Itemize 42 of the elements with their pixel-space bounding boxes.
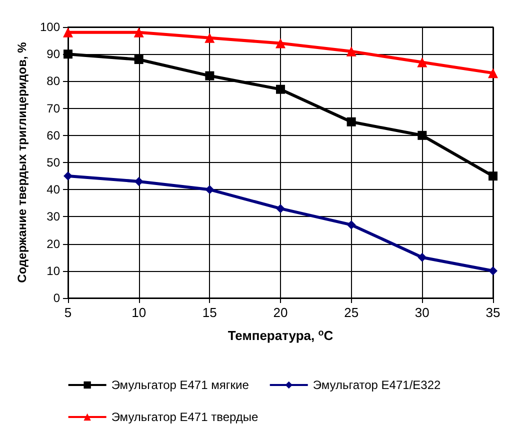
y-tick-label: 90: [46, 47, 60, 62]
x-tick-label: 35: [486, 305, 500, 320]
point: [134, 55, 144, 64]
point: [276, 84, 285, 94]
point: [63, 27, 73, 38]
point: [418, 130, 427, 140]
point: [417, 57, 428, 68]
x-tick-label: 20: [273, 305, 288, 320]
point: [418, 252, 427, 262]
y-tick-label: 100: [40, 20, 60, 34]
y-tick-label: 10: [46, 264, 60, 278]
legend-label: Эмульгатор Е471/Е322: [312, 378, 442, 392]
point: [134, 27, 144, 38]
point: [488, 68, 498, 78]
y-tick-label: 40: [46, 182, 60, 197]
y-tick-label: 50: [46, 156, 60, 170]
y-axis-title: Содержание твердых триглицеридов, %: [15, 42, 29, 283]
point: [346, 117, 356, 126]
y-tick-label: 20: [46, 236, 60, 251]
point: [205, 185, 214, 194]
point: [205, 71, 214, 80]
x-tick-label: 30: [414, 305, 430, 320]
point: [346, 46, 356, 56]
point: [204, 32, 215, 43]
legend-label: Эмульгатор Е471 мягкие: [111, 378, 250, 392]
point: [346, 220, 356, 230]
y-tick-label: 80: [46, 74, 60, 88]
y-tick-label: 70: [46, 101, 60, 116]
point: [134, 176, 144, 186]
point: [488, 172, 498, 181]
point: [488, 266, 498, 276]
x-tick-label: 10: [132, 305, 146, 320]
point: [64, 172, 72, 181]
x-tick-label: 5: [64, 305, 72, 320]
y-tick-label: 60: [46, 128, 60, 142]
legend-label: Эмульгатор Е471 твердые: [111, 410, 259, 424]
x-tick-label: 25: [344, 305, 359, 320]
point: [276, 38, 286, 48]
x-tick-label: 15: [202, 305, 217, 320]
y-tick-label: 30: [46, 210, 60, 224]
y-tick-label: 0: [53, 291, 60, 305]
point: [276, 204, 285, 214]
